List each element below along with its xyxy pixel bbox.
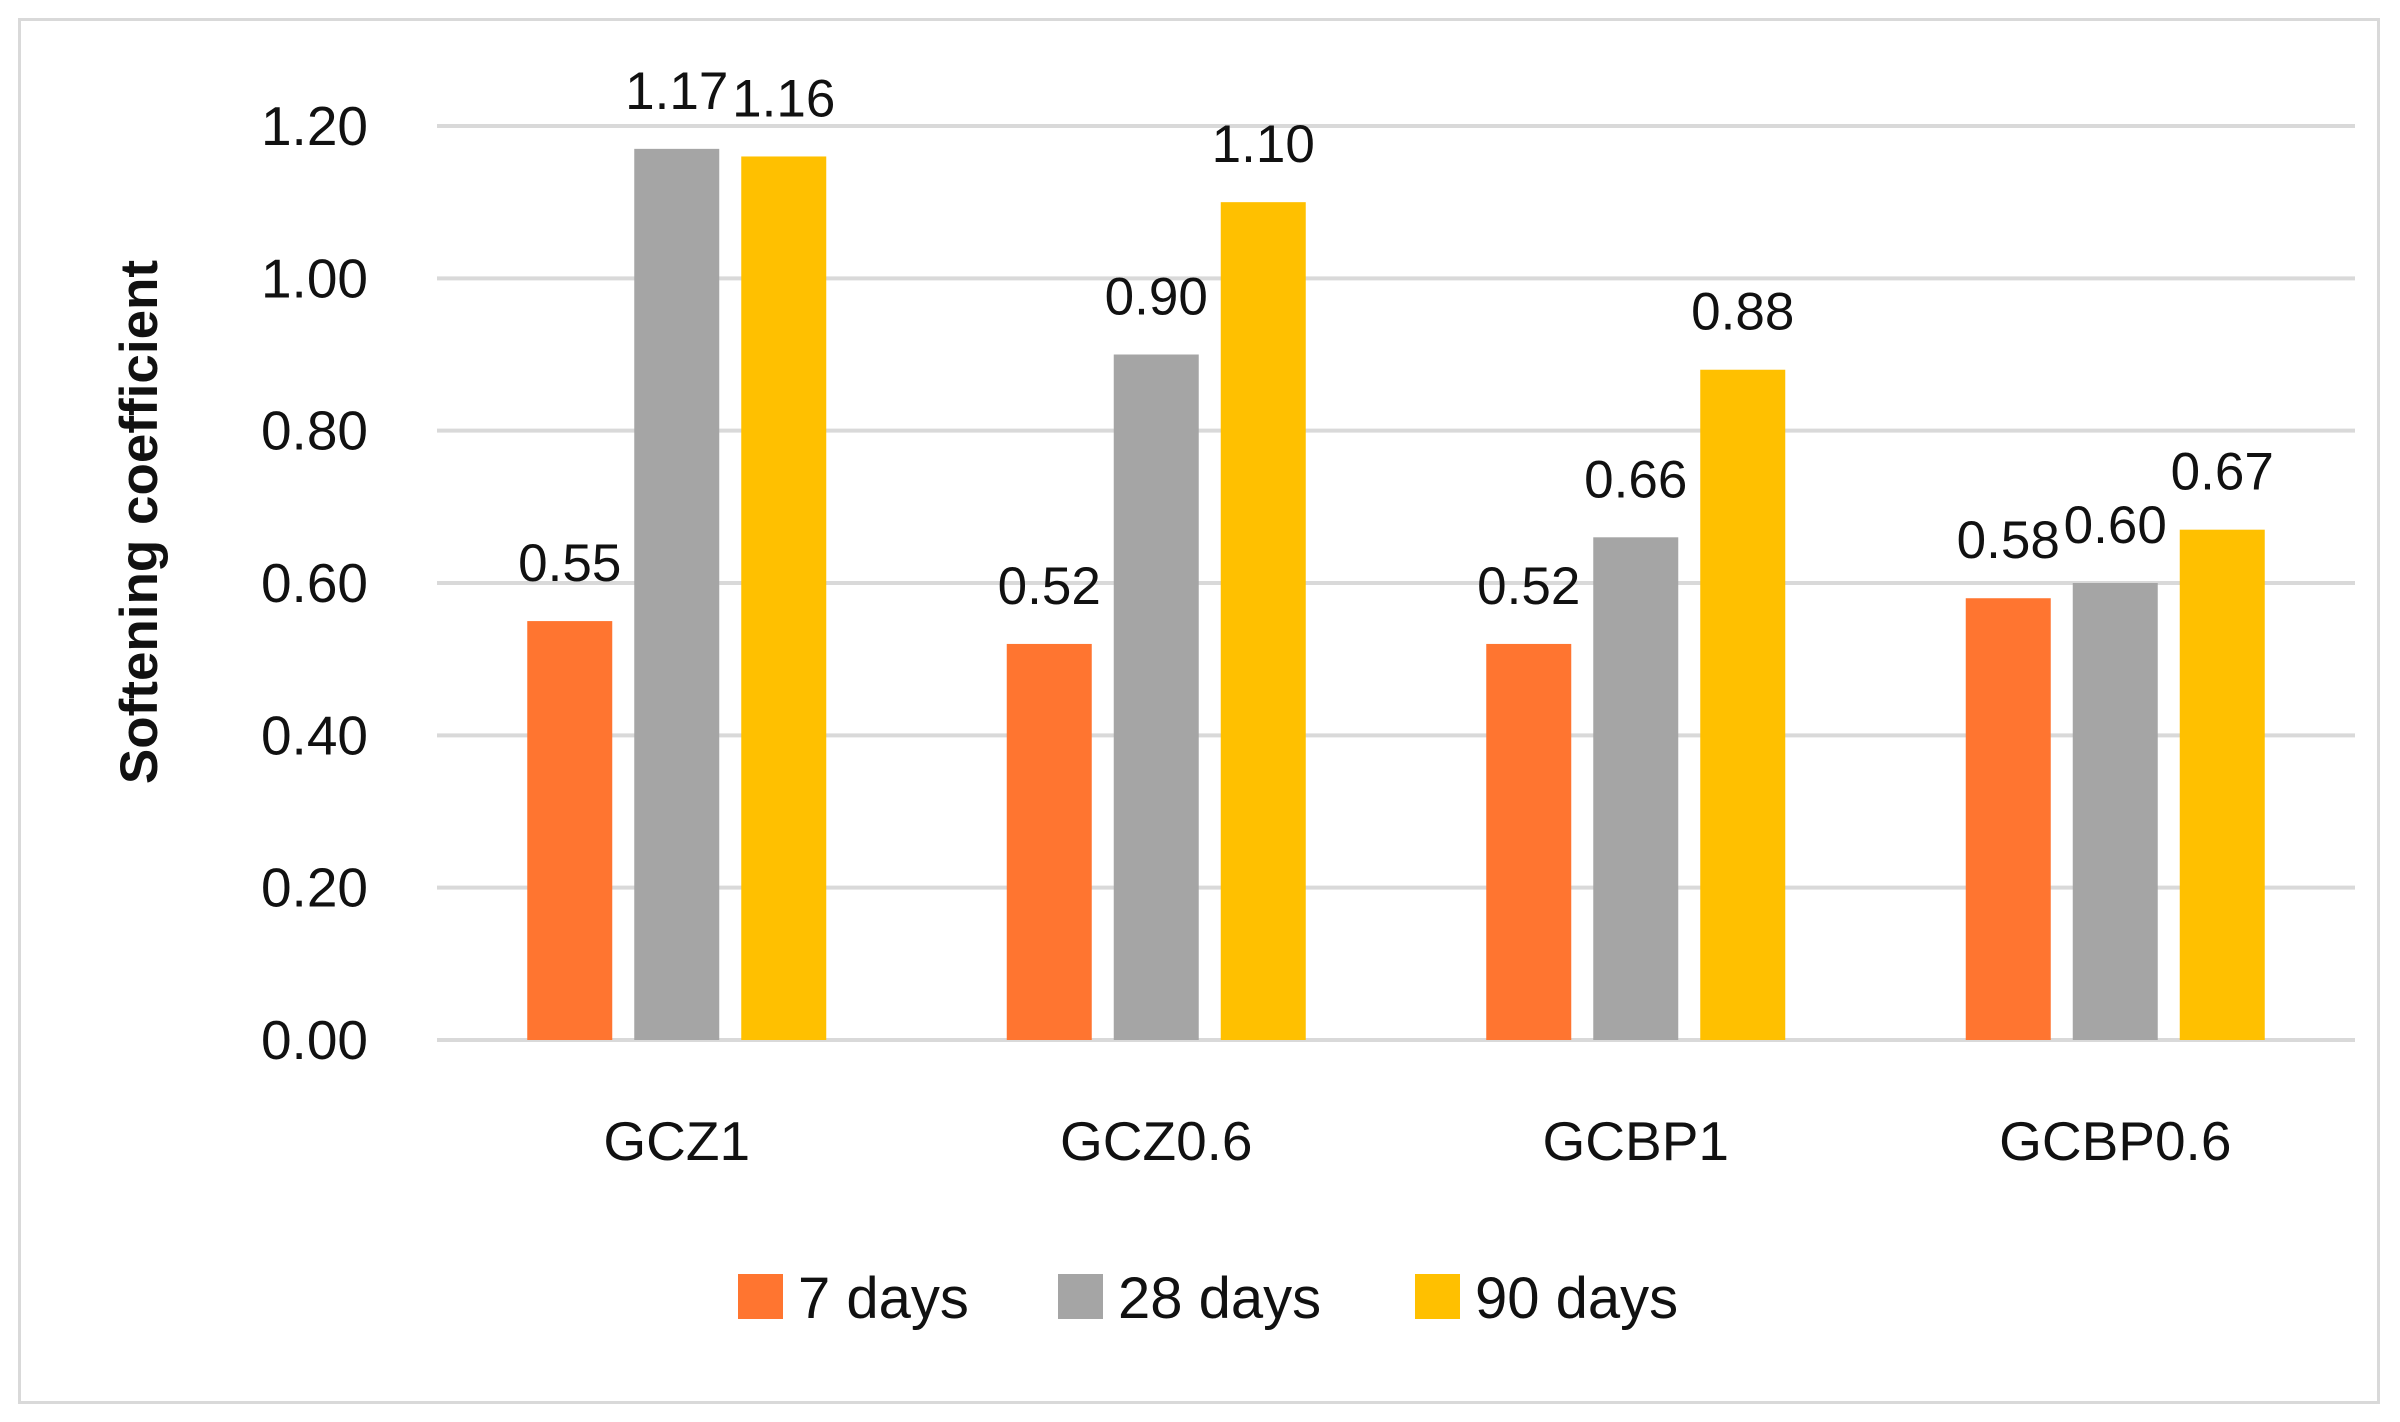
data-label: 1.17	[625, 62, 728, 121]
data-label: 0.88	[1691, 283, 1794, 342]
bars	[527, 148, 2265, 1041]
data-label: 0.58	[1957, 511, 2060, 570]
legend-swatch	[738, 1274, 783, 1319]
bar	[2179, 529, 2265, 1040]
y-tick-label: 1.00	[261, 247, 368, 309]
bar	[1593, 537, 1679, 1040]
y-axis-ticks: 0.00 0.20 0.40 0.60 0.80 1.00 1.20	[261, 95, 368, 1071]
bar	[1220, 202, 1306, 1040]
data-label: 0.55	[518, 534, 621, 593]
legend: 7 days 28 days 90 days	[738, 1266, 1678, 1331]
y-axis-title: Softening coefficient	[110, 260, 169, 784]
data-label: 0.90	[1105, 268, 1208, 327]
gridlines	[437, 124, 2355, 1042]
data-label: 0.67	[2171, 443, 2274, 502]
y-tick-label: 0.60	[261, 552, 368, 614]
data-labels: 0.551.17 1.160.520.901.100.520.660.880.58…	[518, 62, 2274, 616]
data-label: 0.66	[1584, 450, 1687, 509]
bar	[527, 621, 613, 1040]
bar	[634, 148, 720, 1041]
x-category-label: GCBP0.6	[1999, 1110, 2231, 1172]
bar	[2072, 583, 2158, 1040]
bar	[1700, 369, 1786, 1040]
y-tick-label: 0.40	[261, 704, 368, 766]
bar	[1965, 598, 2051, 1040]
x-axis-categories: GCZ1 GCZ0.6 GCBP1 GCBP0.6	[603, 1110, 2231, 1172]
legend-swatch	[1415, 1274, 1460, 1319]
data-label: 0.52	[998, 557, 1101, 616]
bar	[1006, 643, 1092, 1040]
x-category-label: GCZ0.6	[1060, 1110, 1253, 1172]
data-label: 1.16	[732, 69, 835, 128]
bar	[1486, 643, 1572, 1040]
data-label: 1.10	[1212, 115, 1315, 174]
x-category-label: GCZ1	[603, 1110, 750, 1172]
bar	[741, 156, 827, 1040]
legend-label: 28 days	[1118, 1266, 1321, 1331]
y-tick-label: 0.80	[261, 400, 368, 462]
y-tick-label: 0.00	[261, 1009, 368, 1071]
legend-swatch	[1058, 1274, 1103, 1319]
legend-label: 7 days	[798, 1266, 969, 1331]
data-label: 0.52	[1477, 557, 1580, 616]
x-category-label: GCBP1	[1543, 1110, 1729, 1172]
y-tick-label: 0.20	[261, 857, 368, 919]
data-label: 0.60	[2064, 496, 2167, 555]
legend-label: 90 days	[1475, 1266, 1678, 1331]
bar	[1113, 354, 1199, 1040]
y-tick-label: 1.20	[261, 95, 368, 157]
